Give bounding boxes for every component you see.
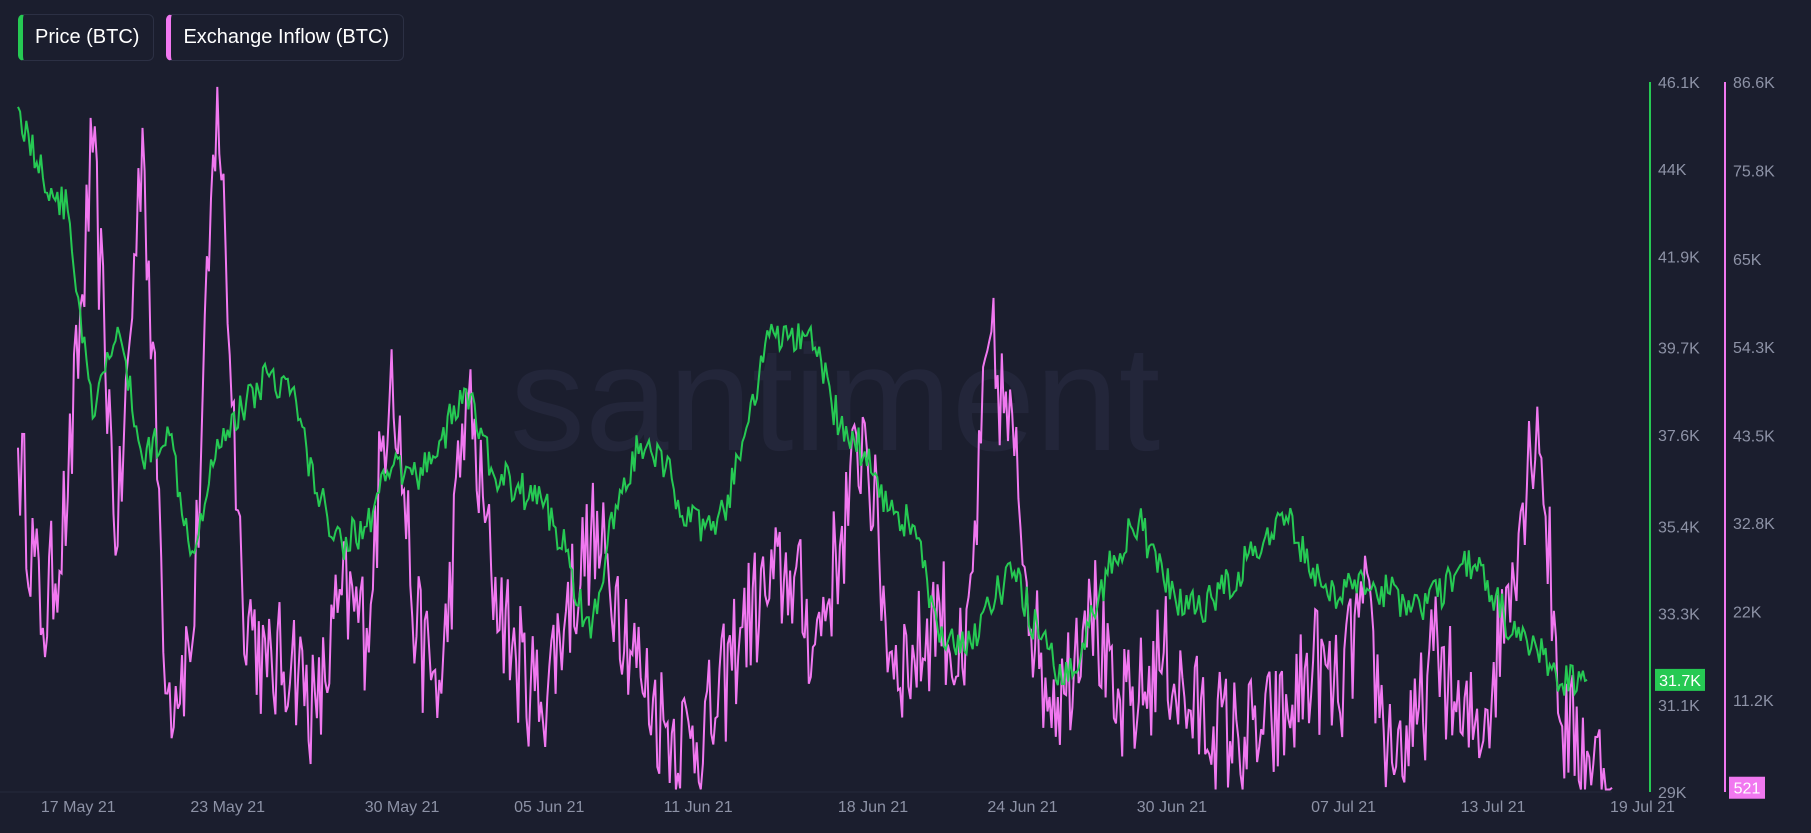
x-tick-label-7: 30 Jun 21 — [1137, 799, 1207, 816]
inflow-tick-label-7: 11.2K — [1733, 693, 1774, 710]
x-tick-label-1: 23 May 21 — [190, 799, 265, 816]
price-tick-label-7: 31.1K — [1658, 698, 1700, 715]
inflow-series-line — [17, 86, 1613, 791]
inflow-tick-label-0: 86.6K — [1733, 75, 1775, 92]
x-tick-label-9: 13 Jul 21 — [1461, 799, 1526, 816]
inflow-tick-label-2: 65K — [1733, 252, 1762, 269]
price-tick-label-8: 29K — [1658, 785, 1687, 802]
legend-exchange-inflow[interactable]: Exchange Inflow (BTC) — [166, 14, 405, 61]
price-tick-label-2: 41.9K — [1658, 249, 1700, 266]
price-current-badge — [1655, 668, 1705, 691]
current-value-badges: 31.7K 521 — [1655, 668, 1765, 799]
x-axis: 17 May 21 23 May 21 30 May 21 05 Jun 21 11 J… — [0, 791, 1675, 816]
x-tick-label-8: 07 Jul 21 — [1311, 799, 1376, 816]
price-tick-label-3: 39.7K — [1658, 341, 1700, 358]
inflow-tick-label-3: 54.3K — [1733, 340, 1775, 357]
price-tick-label-6: 33.3K — [1658, 606, 1700, 623]
x-tick-label-2: 30 May 21 — [365, 799, 440, 816]
inflow-tick-label-5: 32.8K — [1733, 516, 1775, 533]
price-current-value: 31.7K — [1659, 673, 1701, 690]
inflow-current-value: 521 — [1734, 781, 1761, 798]
price-series-line — [17, 106, 1588, 697]
legend-price[interactable]: Price (BTC) — [18, 14, 155, 61]
price-axis: 46.1K 44K 41.9K 39.7K 37.6K 35.4K 33.3K 31.1K 29… — [1649, 75, 1700, 802]
inflow-tick-label-6: 22K — [1733, 605, 1762, 622]
price-tick-label-4: 37.6K — [1658, 428, 1700, 445]
x-tick-label-10: 19 Jul 21 — [1610, 799, 1675, 816]
x-tick-label-3: 05 Jun 21 — [514, 799, 584, 816]
price-tick-label-0: 46.1K — [1658, 75, 1700, 92]
legend-price-label: Price (BTC) — [35, 26, 140, 48]
x-tick-label-0: 17 May 21 — [41, 799, 116, 816]
x-tick-label-6: 24 Jun 21 — [987, 799, 1057, 816]
legend: Price (BTC) Exchange Inflow (BTC) — [18, 14, 405, 61]
inflow-tick-label-4: 43.5K — [1733, 428, 1775, 445]
price-tick-label-5: 35.4K — [1658, 519, 1700, 536]
x-tick-label-4: 11 Jun 21 — [664, 799, 733, 816]
inflow-axis: 86.6K 75.8K 65K 54.3K 43.5K 32.8K 22K 11.2K — [1724, 75, 1775, 792]
x-tick-label-5: 18 Jun 21 — [838, 799, 908, 816]
inflow-current-badge — [1729, 776, 1765, 799]
price-tick-label-1: 44K — [1658, 162, 1687, 179]
legend-inflow-label: Exchange Inflow (BTC) — [183, 26, 390, 48]
inflow-tick-label-1: 75.8K — [1733, 164, 1775, 181]
